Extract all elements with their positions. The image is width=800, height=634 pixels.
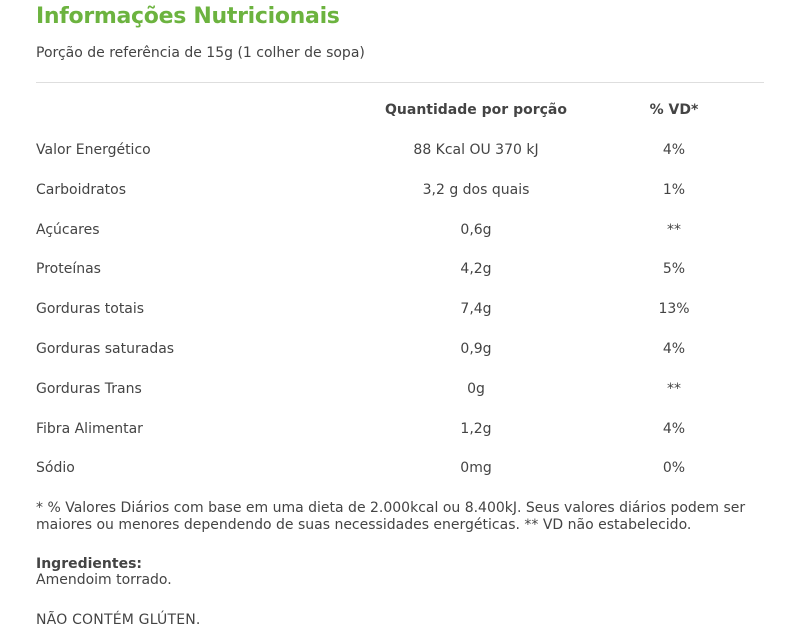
nutrient-quantity: 1,2g: [460, 420, 492, 437]
nutrient-name: Sódio: [36, 460, 75, 477]
nutrient-vd: **: [667, 380, 681, 397]
nutrient-quantity: 7,4g: [460, 301, 492, 318]
nutrient-vd: 13%: [658, 301, 690, 318]
nutrient-vd: 1%: [662, 181, 686, 198]
table-row: Gorduras saturadas 0,9g 4%: [36, 341, 764, 381]
nutrient-quantity: 0g: [467, 380, 485, 397]
nutrient-quantity: 3,2 g dos quais: [422, 181, 530, 198]
nutrient-quantity: 4,2g: [460, 261, 492, 278]
nutrition-table-body: Valor Energético 88 Kcal OU 370 kJ 4% Ca…: [36, 142, 764, 500]
vd-footnote: * % Valores Diários com base em uma diet…: [36, 500, 746, 533]
nutrient-vd: 5%: [662, 261, 686, 278]
nutrient-vd: 4%: [662, 142, 686, 158]
nutrient-quantity: 0,9g: [460, 340, 492, 357]
table-row: Carboidratos 3,2 g dos quais 1%: [36, 182, 764, 222]
nutrient-quantity: 0,6g: [460, 221, 492, 238]
nutrition-table-header: Quantidade por porção % VD*: [36, 102, 764, 122]
gluten-notice: NÃO CONTÉM GLÚTEN.: [36, 612, 201, 628]
table-row: Sódio 0mg 0%: [36, 460, 764, 500]
nutrient-name: Gorduras saturadas: [36, 340, 175, 357]
nutrient-name: Gorduras totais: [36, 301, 145, 318]
table-row: Gorduras totais 7,4g 13%: [36, 301, 764, 341]
header-quantity: Quantidade por porção: [385, 102, 567, 118]
table-row: Açúcares 0,6g **: [36, 222, 764, 262]
nutrient-name: Valor Energético: [36, 142, 151, 158]
table-row: Fibra Alimentar 1,2g 4%: [36, 421, 764, 461]
ingredients-text: Amendoim torrado.: [36, 572, 172, 588]
nutrient-vd: 4%: [662, 420, 686, 437]
nutrient-name: Carboidratos: [36, 181, 127, 198]
page-title: Informações Nutricionais: [36, 4, 340, 29]
nutrient-vd: 0%: [662, 460, 686, 477]
portion-reference: Porção de referência de 15g (1 colher de…: [36, 45, 365, 61]
divider: [36, 82, 764, 83]
table-row: Gorduras Trans 0g **: [36, 381, 764, 421]
nutrient-vd: 4%: [662, 340, 686, 357]
nutrient-vd: **: [667, 221, 681, 238]
nutrient-name: Gorduras Trans: [36, 380, 142, 397]
header-vd: % VD*: [649, 102, 699, 118]
nutrient-quantity: 0mg: [460, 460, 492, 477]
nutrient-name: Açúcares: [36, 221, 100, 238]
table-row: Valor Energético 88 Kcal OU 370 kJ 4%: [36, 142, 764, 182]
nutrient-name: Proteínas: [36, 261, 101, 278]
ingredients-label: Ingredientes:: [36, 556, 142, 572]
table-row: Proteínas 4,2g 5%: [36, 261, 764, 301]
nutrient-name: Fibra Alimentar: [36, 420, 143, 437]
nutrient-quantity: 88 Kcal OU 370 kJ: [413, 142, 539, 158]
